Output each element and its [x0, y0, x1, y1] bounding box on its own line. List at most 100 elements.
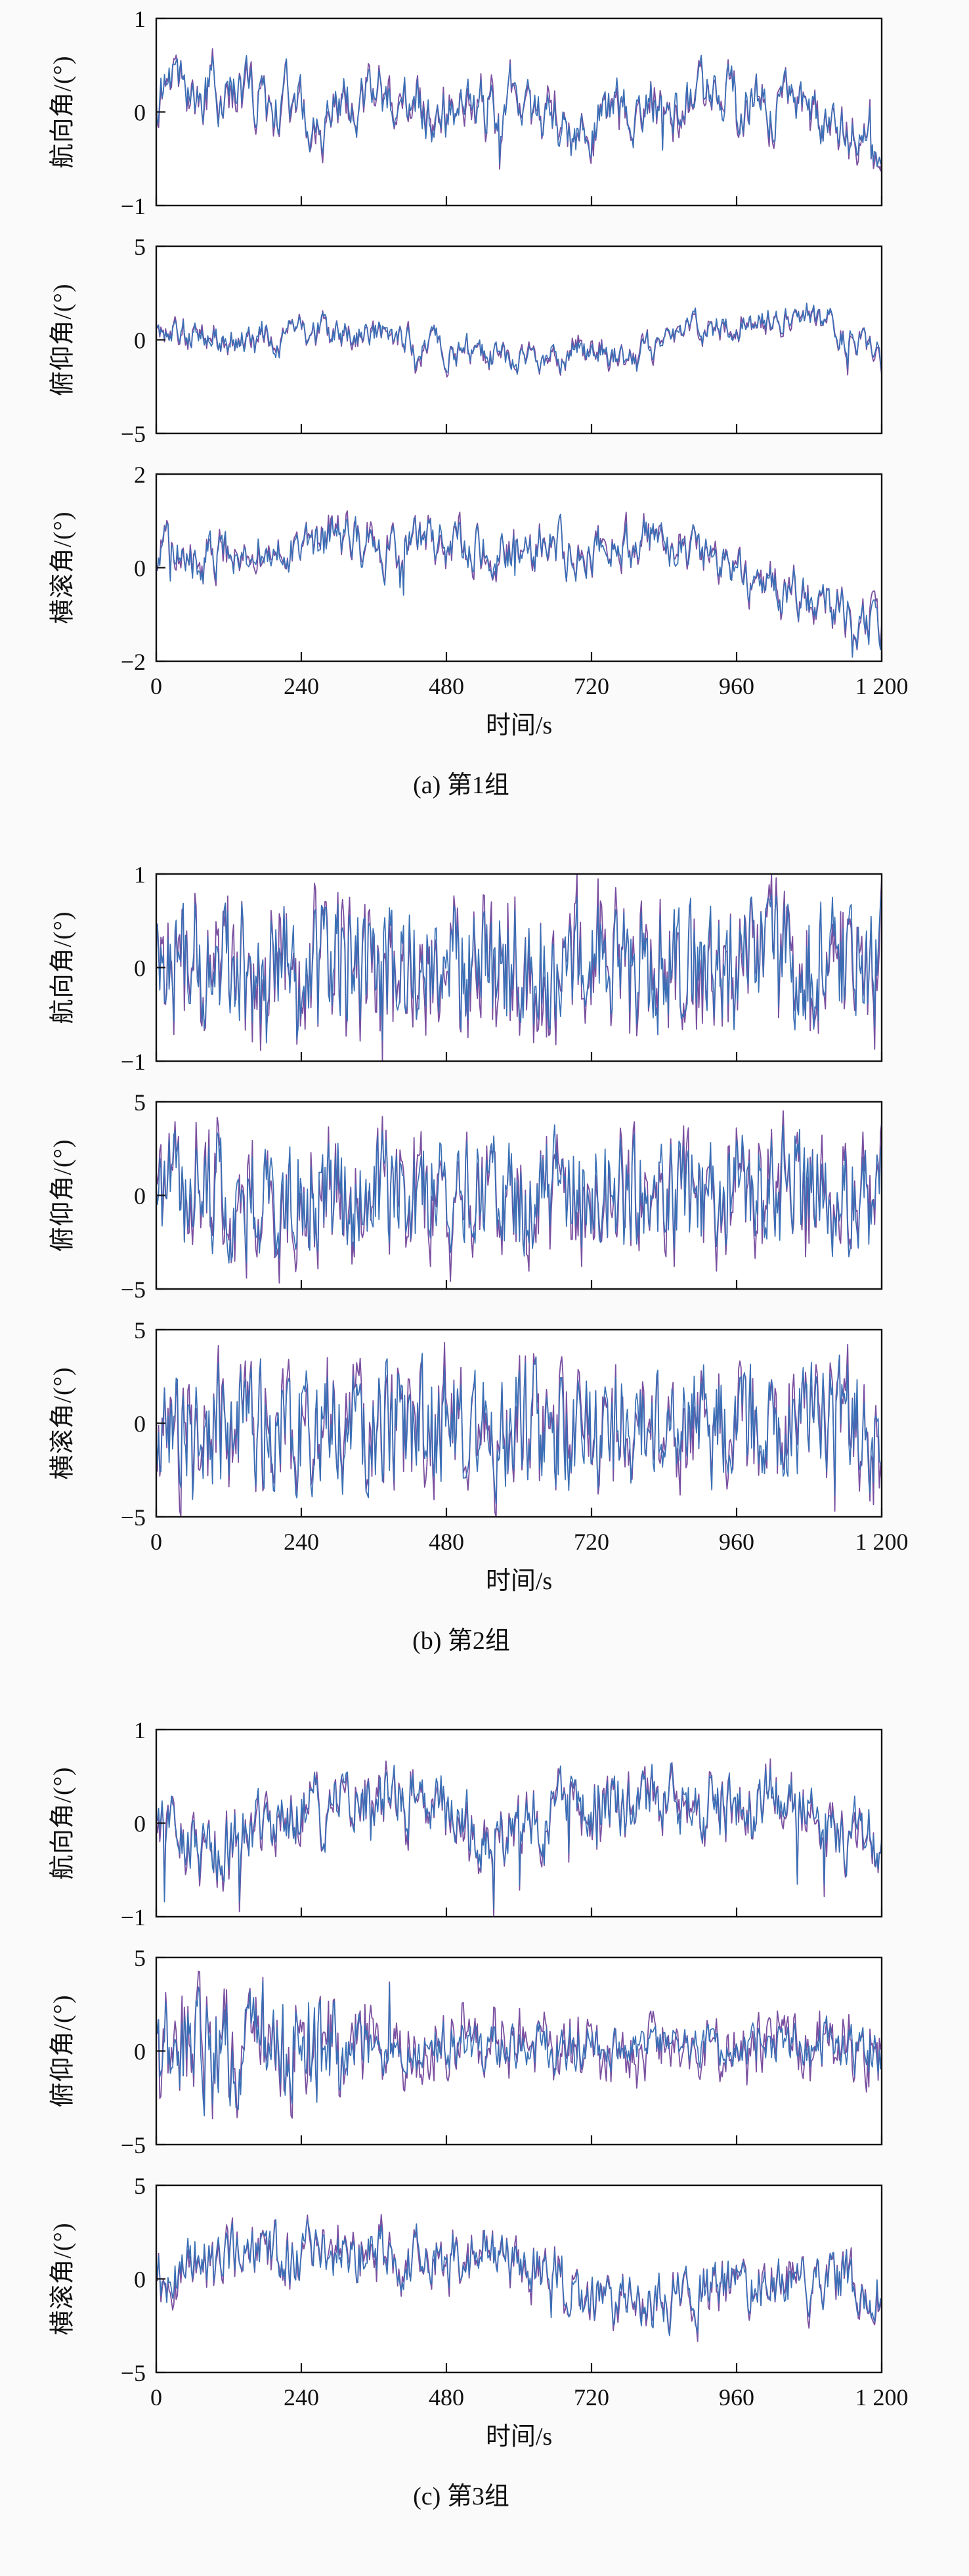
series-line-primary	[156, 55, 882, 167]
subplot-roll-group3: 横滚角/(°) −5 0 5 0 240 480 720 960 1 200	[41, 2173, 969, 2411]
subplot-pitch-group1: 俯仰角/(°) −5 0 5	[41, 234, 969, 447]
plot-background	[156, 474, 882, 661]
y-axis-label: 横滚角/(°)	[41, 1330, 79, 1517]
y-axis-label: 航向角/(°)	[41, 18, 79, 206]
figure-group-3: 航向角/(°) −1 0 1 俯仰角/(°) −5 0 5 横滚角/(°) −5 0 5 0 2…	[41, 1717, 969, 2512]
y-tick-label: −5	[121, 2360, 146, 2386]
subplot-yaw-group2: 航向角/(°) −1 0 1	[41, 862, 969, 1075]
x-tick-label: 240	[284, 2384, 319, 2411]
y-axis-label-text: 横滚角/(°)	[49, 511, 77, 624]
x-tick-label: 960	[719, 1529, 754, 1555]
x-tick-label: 1 200	[855, 673, 909, 699]
x-tick-label: 480	[429, 1529, 464, 1555]
y-tick-label: 0	[134, 100, 146, 126]
plot-canvas-yaw-group1: −1 0 1	[121, 6, 883, 219]
x-tick-label: 240	[284, 673, 319, 699]
y-axis-label: 俯仰角/(°)	[41, 246, 79, 433]
y-tick-label: 1	[134, 6, 146, 32]
y-tick-label: 5	[134, 1945, 146, 1971]
y-tick-label: 5	[134, 1317, 146, 1343]
x-tick-label: 0	[150, 2384, 162, 2411]
plot-background	[156, 2185, 882, 2372]
y-tick-label: 0	[134, 955, 146, 982]
plot-canvas-pitch-group3: −5 0 5	[121, 1945, 883, 2158]
y-axis-label-text: 航向角/(°)	[49, 911, 77, 1024]
plot-canvas-pitch-group2: −5 0 5	[121, 1089, 883, 1303]
y-tick-label: 5	[134, 2173, 146, 2199]
y-tick-label: −5	[121, 2132, 146, 2158]
plot-canvas-yaw-group3: −1 0 1	[121, 1717, 883, 1931]
series-line-primary	[156, 1762, 882, 1910]
series-line-primary	[156, 302, 882, 375]
subplot-roll-group2: 横滚角/(°) −5 0 5 0 240 480 720 960 1 200	[41, 1317, 969, 1555]
y-tick-label: 0	[134, 1411, 146, 1437]
y-tick-label: −2	[121, 649, 146, 675]
series-line-secondary	[156, 1971, 882, 2120]
y-axis-label-text: 俯仰角/(°)	[49, 283, 77, 397]
y-axis-label: 俯仰角/(°)	[41, 1957, 79, 2145]
subplot-yaw-group3: 航向角/(°) −1 0 1	[41, 1717, 969, 1931]
y-tick-label: 1	[134, 1717, 146, 1743]
x-tick-label: 480	[429, 673, 464, 699]
y-tick-label: 0	[134, 1183, 146, 1210]
series-line-primary	[156, 513, 882, 658]
y-tick-label: −1	[121, 193, 146, 219]
x-axis-label: 时间/s	[485, 712, 553, 739]
series-line-primary	[156, 1124, 882, 1264]
figure-group-2: 航向角/(°) −1 0 1 俯仰角/(°) −5 0 5 横滚角/(°) −5 0 5 0 2…	[41, 862, 969, 1656]
y-tick-label: 0	[134, 328, 146, 354]
x-tick-label: 720	[574, 2384, 609, 2411]
y-axis-label: 横滚角/(°)	[41, 2185, 79, 2372]
subplot-roll-group1: 横滚角/(°) −2 0 2 0 240 480 720 960 1 200	[41, 462, 969, 699]
x-tick-label: 1 200	[855, 2384, 909, 2411]
series-line-primary	[156, 1353, 882, 1504]
y-axis-label: 横滚角/(°)	[41, 474, 79, 661]
y-tick-label: 0	[134, 556, 146, 582]
x-tick-label: 1 200	[855, 1529, 909, 1555]
y-axis-label: 俯仰角/(°)	[41, 1102, 79, 1289]
y-tick-label: 0	[134, 2039, 146, 2065]
x-tick-label: 720	[574, 1529, 609, 1555]
y-axis-label: 航向角/(°)	[41, 1730, 79, 1917]
x-tick-label: 960	[719, 2384, 754, 2411]
series-line-primary	[156, 2219, 882, 2336]
y-tick-label: 5	[134, 1089, 146, 1116]
plot-background	[156, 246, 882, 433]
y-tick-label: 0	[134, 2267, 146, 2293]
y-axis-label-text: 航向角/(°)	[49, 1766, 77, 1880]
x-tick-label: 0	[150, 673, 162, 699]
figure-caption-c: (c) 第3组	[413, 2483, 509, 2510]
subplot-pitch-group3: 俯仰角/(°) −5 0 5	[41, 1945, 969, 2158]
x-axis-label: 时间/s	[485, 1567, 553, 1595]
figure-caption-b: (b) 第2组	[412, 1627, 510, 1655]
y-tick-label: 1	[134, 862, 146, 888]
y-axis-label: 航向角/(°)	[41, 874, 79, 1061]
x-tick-label: 240	[284, 1529, 319, 1555]
y-axis-label-text: 横滚角/(°)	[49, 1366, 77, 1480]
x-tick-label: 480	[429, 2384, 464, 2411]
y-tick-label: −1	[121, 1049, 146, 1075]
y-axis-label-text: 横滚角/(°)	[49, 2222, 77, 2336]
y-tick-label: −5	[121, 1504, 146, 1531]
y-tick-label: −5	[121, 421, 146, 447]
figure-page: 航向角/(°) −1 0 1 俯仰角/(°) −5 0 5 横滚角/(°) −2 0 2 0 2…	[41, 6, 969, 2512]
series-line-secondary	[156, 1110, 882, 1284]
y-tick-label: −1	[121, 1904, 146, 1931]
plot-canvas-yaw-group2: −1 0 1	[121, 862, 883, 1075]
x-tick-label: 0	[150, 1529, 162, 1555]
series-line-primary	[156, 1980, 882, 2117]
subplot-pitch-group2: 俯仰角/(°) −5 0 5	[41, 1089, 969, 1303]
x-tick-label: 720	[574, 673, 609, 699]
plot-canvas-pitch-group1: −5 0 5	[121, 234, 883, 447]
y-tick-label: 2	[134, 462, 146, 488]
y-axis-label-text: 航向角/(°)	[49, 55, 77, 169]
y-tick-label: −5	[121, 1277, 146, 1303]
x-axis-label: 时间/s	[485, 2423, 553, 2451]
y-axis-label-text: 俯仰角/(°)	[49, 1139, 77, 1252]
x-tick-label: 960	[719, 673, 754, 699]
series-line-primary	[156, 892, 882, 1043]
figure-group-1: 航向角/(°) −1 0 1 俯仰角/(°) −5 0 5 横滚角/(°) −2 0 2 0 2…	[41, 6, 969, 800]
